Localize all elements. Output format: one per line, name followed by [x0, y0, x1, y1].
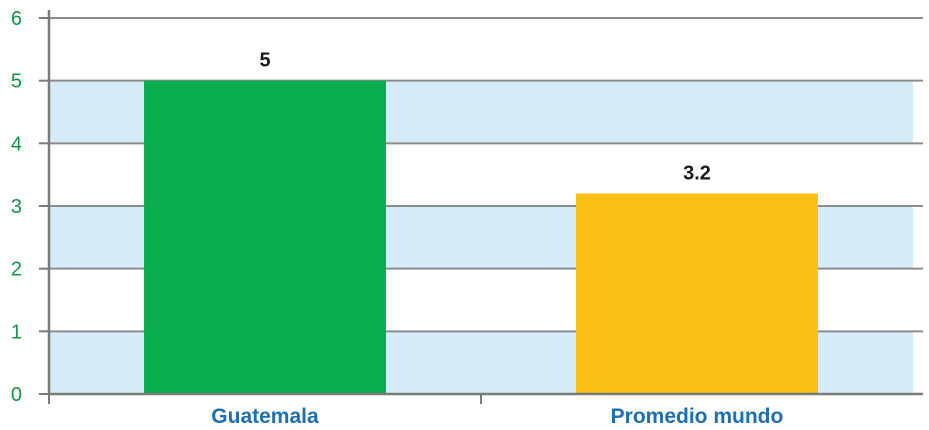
- data-label: 5: [259, 50, 270, 72]
- data-label: 3.2: [683, 162, 711, 184]
- bar-guatemala: [144, 80, 386, 395]
- y-tick-label: 3: [11, 196, 22, 218]
- category-label: Promedio mundo: [611, 405, 784, 428]
- y-tick-label: 5: [11, 71, 22, 93]
- bar-promedio-mundo: [576, 193, 818, 394]
- y-tick-label: 1: [11, 321, 22, 343]
- y-tick-label: 0: [11, 384, 22, 406]
- bars: [144, 80, 818, 395]
- y-tick-label: 6: [11, 8, 22, 30]
- y-tick-label: 2: [11, 259, 22, 281]
- category-label: Guatemala: [211, 405, 319, 428]
- y-tick-label: 4: [11, 133, 22, 155]
- y-tick-labels: 0 1 2 3 4 5 6: [11, 8, 22, 406]
- data-labels: 53.2: [259, 50, 710, 185]
- axes: [39, 10, 923, 404]
- category-labels: Guatemala Promedio mundo: [211, 405, 783, 428]
